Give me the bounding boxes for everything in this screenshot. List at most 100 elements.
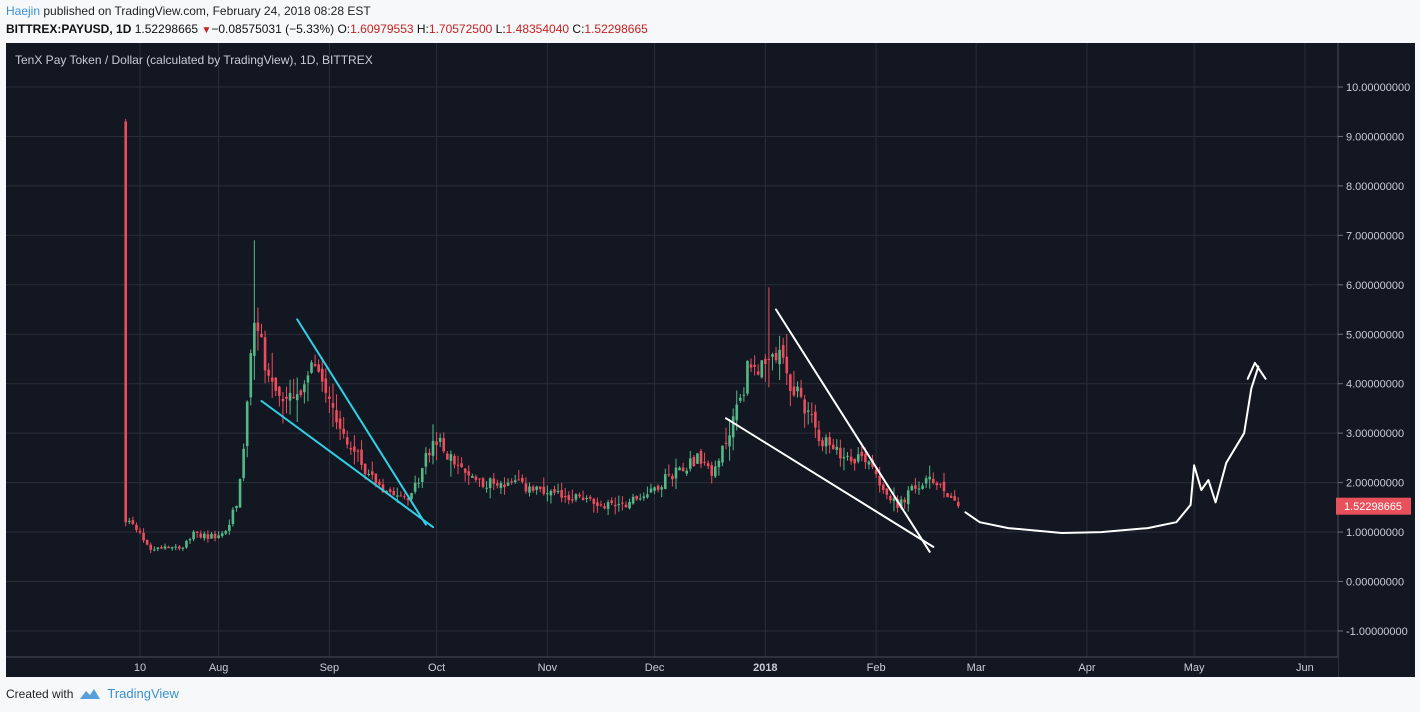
y-tick-label: 7.00000000 <box>1346 230 1404 242</box>
candle-body <box>849 456 853 462</box>
candle-body <box>649 488 653 493</box>
candle-body <box>581 497 585 501</box>
candle-body <box>399 495 403 497</box>
candle-body <box>914 485 917 489</box>
candle-body <box>256 322 260 331</box>
candle-body <box>428 452 431 456</box>
chart-area[interactable]: 10.00000000 9.00000000 8.00000000 7.0000000… <box>6 43 1415 677</box>
candle-body <box>660 487 664 490</box>
candle-body <box>463 468 467 473</box>
candle-body <box>742 394 746 396</box>
candle-body <box>721 445 724 463</box>
candle-body <box>806 410 810 412</box>
candle-body <box>403 496 406 498</box>
candle-body <box>803 399 806 414</box>
y-tick-label: -1.00000000 <box>1346 626 1408 638</box>
candle-body <box>310 362 313 373</box>
candle-body <box>270 377 274 382</box>
candle-body <box>831 444 835 450</box>
chart-title: TenX Pay Token / Dollar (calculated by T… <box>15 53 373 67</box>
price-chart[interactable]: 10.00000000 9.00000000 8.00000000 7.0000000… <box>6 43 1415 677</box>
candle-body <box>724 442 728 444</box>
candle-body <box>335 410 338 423</box>
candle-body <box>896 499 899 508</box>
y-tick-label: 0.00000000 <box>1346 577 1404 589</box>
price-change: −0.08575031 (−5.33%) <box>211 22 335 36</box>
candle-body <box>924 478 928 484</box>
candle-body <box>678 467 681 471</box>
candle-body <box>492 478 496 484</box>
candle-body <box>392 490 396 496</box>
candle-body <box>796 386 799 392</box>
candle-body <box>860 451 864 457</box>
open-label: O: <box>337 22 351 36</box>
candle-body <box>478 478 481 480</box>
candle-body <box>235 505 238 509</box>
candle-body <box>739 397 742 401</box>
candle-body <box>646 494 649 498</box>
candle-body <box>667 474 671 476</box>
candle-body <box>617 504 621 506</box>
candle-body <box>267 369 270 376</box>
candle-body <box>456 464 460 466</box>
y-tick-label: 1.00000000 <box>1346 527 1404 539</box>
x-tick-label: 10 <box>134 662 146 674</box>
candle-body <box>771 354 774 357</box>
candle-body <box>485 487 488 489</box>
candle-body <box>910 485 914 491</box>
candle-body <box>892 498 896 502</box>
candle-body <box>621 502 624 504</box>
candle-body <box>588 496 592 499</box>
author-link[interactable]: Haejin <box>6 4 41 18</box>
candle-body <box>517 479 521 481</box>
published-text: published on TradingView.com, February 2… <box>40 4 371 18</box>
candle-body <box>320 368 324 382</box>
candle-body <box>170 547 174 549</box>
high-value: 1.70572500 <box>428 22 493 36</box>
candle-body <box>435 441 438 445</box>
cyan-upper-trendline <box>296 318 427 526</box>
candle-body <box>149 544 153 550</box>
candle-body <box>546 493 549 495</box>
white-upper-trendline <box>775 308 931 553</box>
candle-body <box>228 524 231 531</box>
candle-body <box>538 486 542 489</box>
candle-body <box>360 449 363 465</box>
candle-body <box>563 495 567 498</box>
candle-body <box>424 453 428 467</box>
candle-body <box>181 547 185 549</box>
y-tick-label: 9.00000000 <box>1346 131 1404 143</box>
candle-body <box>245 401 249 446</box>
candle-body <box>127 520 131 522</box>
time-axis-panel[interactable] <box>6 657 1338 677</box>
candle-body <box>714 466 717 477</box>
candle-body <box>903 499 906 503</box>
candle-body <box>653 487 656 491</box>
candle-body <box>696 453 699 464</box>
candle-body <box>521 477 524 482</box>
x-tick-label: Mar <box>967 662 986 674</box>
candle-body <box>152 549 156 551</box>
candle-body <box>585 498 588 500</box>
candle-body <box>674 467 678 479</box>
tradingview-link[interactable]: TradingView <box>107 686 179 701</box>
candle-body <box>856 454 860 462</box>
candle-body <box>867 461 871 465</box>
candle-body <box>449 454 453 461</box>
candle-body <box>328 396 331 399</box>
candle-body <box>542 486 546 494</box>
candle-body <box>628 501 631 509</box>
candle-body <box>706 463 710 467</box>
candle-body <box>188 539 192 541</box>
candle-body <box>864 453 867 463</box>
candle-body <box>238 479 242 508</box>
candle-body <box>578 494 581 497</box>
projection-arrowhead <box>1246 361 1267 380</box>
candle-body <box>242 448 245 478</box>
candle-body <box>824 437 828 447</box>
candle-body <box>306 375 310 383</box>
candle-body <box>281 398 285 402</box>
open-value: 1.60979553 <box>350 22 414 36</box>
candle-body <box>939 483 942 485</box>
price-axis-panel[interactable] <box>1338 43 1415 677</box>
